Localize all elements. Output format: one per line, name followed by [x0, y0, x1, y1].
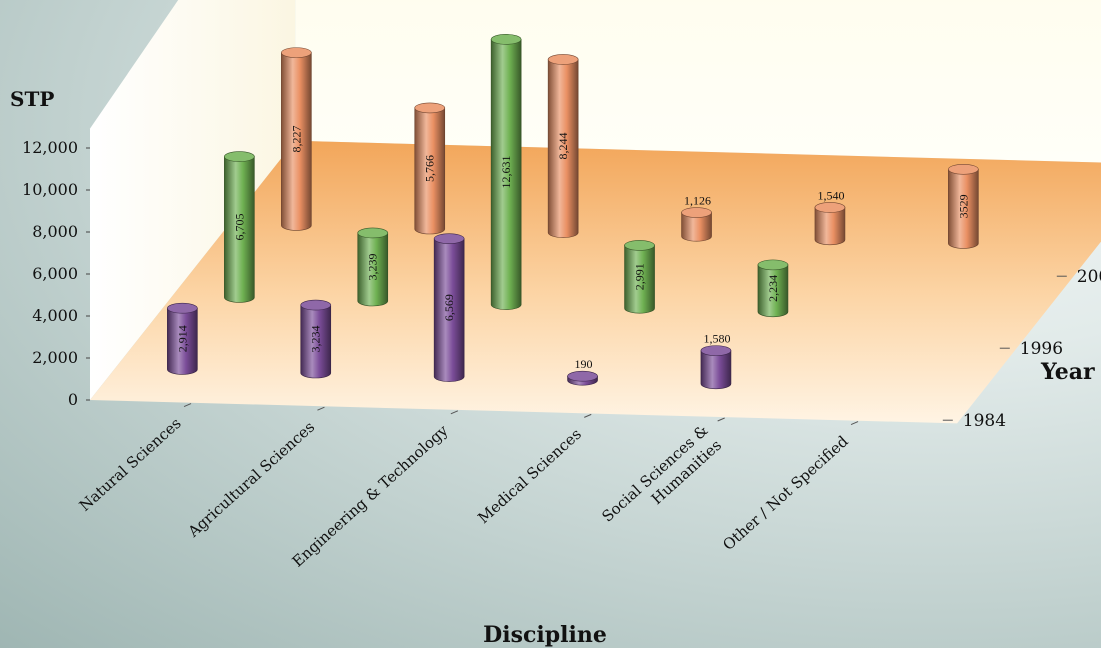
bar-other-not-specified-2004 — [948, 163, 979, 249]
year-label-2004: 2004 — [1077, 267, 1101, 287]
x-tick-mark — [717, 417, 725, 422]
y-tick-label: 12,000 — [22, 138, 78, 157]
y-tick-label: 6,000 — [32, 264, 78, 283]
bar-value-label: 8,244 — [556, 133, 570, 160]
y-tick-label: 8,000 — [32, 222, 78, 241]
bar-value-label: 1,540 — [817, 188, 844, 202]
z-axis-title: Year — [1040, 359, 1095, 385]
year-label-1996: 1996 — [1020, 339, 1063, 359]
bar-value-label: 2,991 — [633, 263, 647, 290]
x-tick-mark — [183, 403, 192, 408]
bar-value-label: 6,705 — [232, 213, 246, 240]
category-label-natural-sciences: Natural Sciences — [76, 414, 185, 515]
chart-left-wall — [90, 0, 296, 400]
x-tick-mark — [317, 406, 325, 411]
bar-value-label: 6,569 — [442, 294, 456, 321]
bar-value-label: 3,239 — [366, 253, 380, 280]
bar-value-label: 2,914 — [175, 325, 189, 352]
bar-medical-sciences-1984 — [567, 370, 598, 386]
x-tick-mark — [850, 421, 859, 426]
x-tick-mark — [584, 413, 592, 418]
y-tick-label: 2,000 — [32, 348, 78, 367]
bar-social-sciences-humanities-1996 — [757, 259, 789, 318]
category-label-medical-sciences: Medical Sciences — [474, 425, 585, 527]
bar-value-label: 3529 — [956, 194, 970, 218]
bar-value-label: 190 — [575, 357, 593, 371]
bar-medical-sciences-2004 — [681, 207, 712, 242]
bar-medical-sciences-1996 — [624, 240, 655, 314]
bar-social-sciences-humanities-1984 — [700, 345, 732, 390]
category-label-agricultural-sciences: Agricultural Sciences — [184, 418, 318, 542]
y-tick-label: 4,000 — [32, 306, 78, 325]
bar-social-sciences-humanities-2004 — [814, 202, 846, 246]
bar-engineering-technology-2004 — [547, 54, 579, 238]
chart-floor — [90, 140, 1101, 424]
y-axis-title: STP — [10, 87, 54, 111]
bar-natural-sciences-1984 — [167, 302, 198, 375]
bar-value-label: 12,631 — [499, 155, 513, 188]
bar-value-label: 1,580 — [703, 332, 730, 346]
x-tick-mark — [450, 410, 459, 415]
bar-value-label: 8,227 — [289, 126, 303, 153]
y-tick-label: 0 — [68, 390, 78, 409]
bar-agricultural-sciences-1984 — [300, 299, 332, 379]
category-label-other-not-specified: Other / Not Specified — [719, 432, 852, 554]
bar-agricultural-sciences-2004 — [414, 102, 446, 235]
bar-natural-sciences-2004 — [281, 47, 312, 231]
bar-natural-sciences-1996 — [224, 151, 255, 303]
bar-engineering-technology-1996 — [490, 34, 522, 310]
y-tick-label: 10,000 — [22, 180, 78, 199]
bar-value-label: 5,766 — [423, 155, 437, 182]
bar-agricultural-sciences-1996 — [357, 227, 389, 307]
bar-value-label: 2,234 — [766, 275, 780, 302]
bar-value-label: 3,234 — [309, 326, 323, 353]
category-label-engineering-technology: Engineering & Technology — [289, 421, 452, 571]
bar-value-label: 1,126 — [684, 194, 711, 208]
year-label-1984: 1984 — [963, 411, 1006, 431]
category-label-social-sciences-humanities: Social Sciences &Humanities — [598, 421, 725, 540]
bar-engineering-technology-1984 — [433, 233, 465, 382]
x-axis-title: Discipline — [483, 622, 607, 648]
